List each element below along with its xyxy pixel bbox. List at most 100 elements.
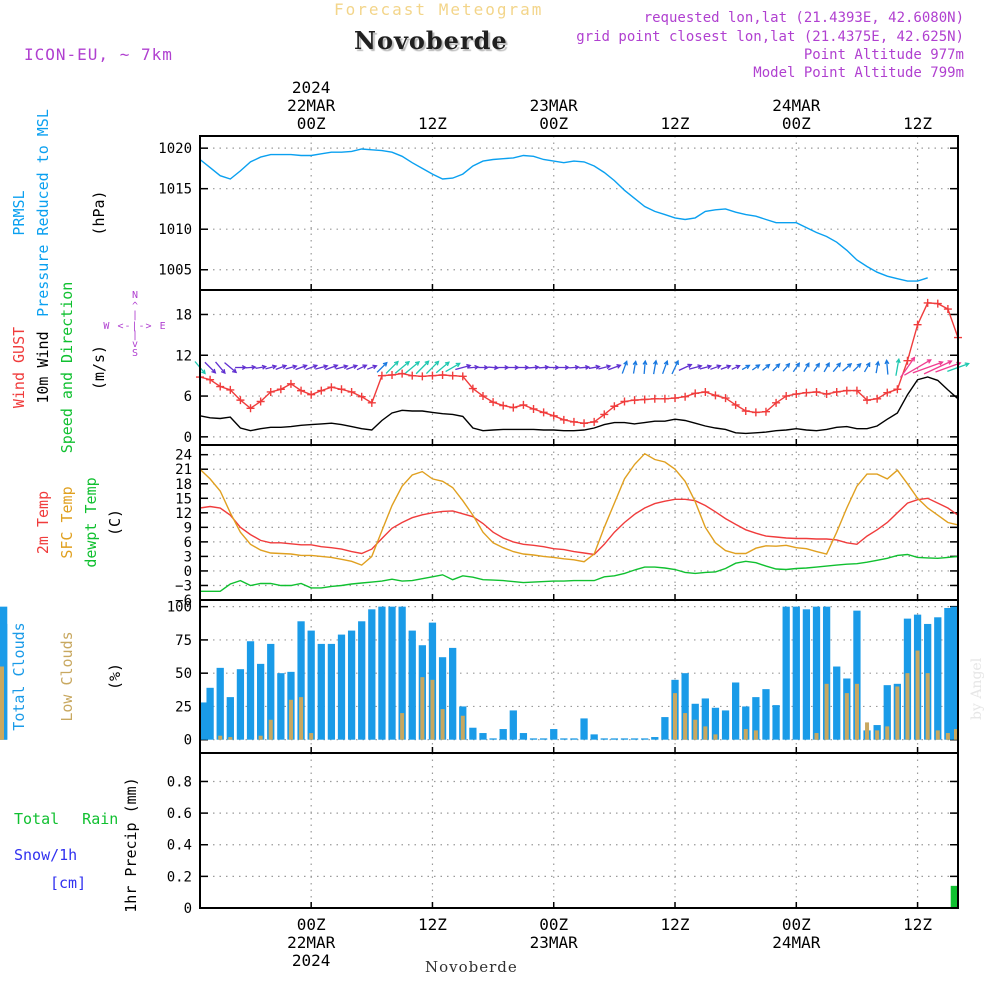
y-tick-label: 15 bbox=[175, 491, 192, 507]
wind-arrow-head bbox=[544, 364, 550, 370]
bar-total-clouds bbox=[711, 707, 720, 740]
wind-arrow-head bbox=[585, 364, 591, 370]
gust-marker bbox=[276, 385, 285, 394]
y-tick-label: 0 bbox=[184, 733, 192, 749]
gust-marker bbox=[640, 395, 649, 404]
bar-total-clouds bbox=[772, 705, 780, 740]
bar-total-clouds bbox=[782, 606, 790, 740]
bar-total-clouds bbox=[792, 606, 800, 740]
gust-marker bbox=[478, 392, 487, 401]
bar-secondary-low-clouds bbox=[268, 719, 273, 740]
bar-total-clouds bbox=[681, 673, 689, 740]
bar-total-clouds bbox=[438, 657, 447, 740]
gust-marker bbox=[206, 375, 215, 384]
y-tick-label: 6 bbox=[184, 389, 192, 405]
bar-total-clouds bbox=[651, 737, 659, 740]
gust-marker bbox=[367, 398, 376, 407]
wind-arrow-head bbox=[716, 364, 722, 370]
bar-total-clouds bbox=[408, 630, 416, 740]
wind-arrow-head bbox=[414, 360, 421, 366]
bar-total-clouds bbox=[216, 667, 224, 740]
wind-arrow bbox=[699, 365, 712, 370]
y-tick-label: 25 bbox=[175, 699, 192, 715]
wind-arrow-head bbox=[745, 364, 751, 370]
gust-marker bbox=[782, 392, 791, 401]
bar-total-clouds bbox=[358, 621, 366, 740]
wind-arrow-head bbox=[333, 364, 339, 369]
compass-mark: | bbox=[132, 310, 138, 321]
y-tick-label: −6 bbox=[175, 593, 192, 609]
wind-arrow bbox=[315, 365, 328, 370]
y-tick-label: 0 bbox=[184, 430, 192, 446]
gust-marker bbox=[660, 394, 669, 403]
side-label-speed-and-direction: Speed and Direction bbox=[58, 282, 76, 454]
wind-arrow-head bbox=[434, 360, 440, 366]
gust-marker bbox=[772, 398, 781, 407]
gust-marker bbox=[590, 417, 599, 426]
wind-arrow bbox=[255, 365, 266, 370]
wind-arrow-head bbox=[875, 360, 881, 366]
wind-arrow bbox=[904, 359, 932, 376]
bar-secondary-low-clouds bbox=[865, 722, 870, 740]
series-line-sfc-temp bbox=[199, 452, 959, 566]
y-tick-label: 0.6 bbox=[167, 806, 192, 822]
side-label-wind-gust: Wind GUST bbox=[10, 327, 28, 408]
x-tick-label-bottom: 12Z bbox=[903, 915, 932, 934]
bar-secondary-low-clouds bbox=[743, 729, 748, 740]
series-line-prmsl bbox=[199, 148, 928, 282]
wind-arrow-head bbox=[706, 364, 713, 370]
gust-marker bbox=[852, 386, 861, 395]
wind-arrow-head bbox=[372, 364, 378, 370]
wind-arrow-head bbox=[302, 364, 308, 369]
bar-total-clouds bbox=[246, 641, 255, 740]
y-tick-label: 0.8 bbox=[167, 774, 192, 790]
wind-arrow-head bbox=[261, 364, 268, 370]
x-tick-label-top: 22MAR bbox=[287, 96, 336, 115]
bar-total-clouds bbox=[519, 733, 528, 740]
wind-arrow bbox=[295, 364, 307, 371]
wind-arrow-head bbox=[765, 363, 771, 369]
bar-total-clouds bbox=[762, 689, 770, 740]
bar-total-clouds bbox=[721, 710, 730, 740]
bar-total-clouds bbox=[236, 669, 245, 740]
gust-marker bbox=[468, 384, 477, 393]
bar-total-clouds bbox=[337, 634, 346, 740]
bar-secondary-low-clouds bbox=[288, 699, 293, 740]
wind-arrow bbox=[394, 361, 410, 374]
bar-total-clouds bbox=[550, 729, 558, 740]
bar-secondary-low-clouds bbox=[925, 673, 930, 740]
place-name: Novoberde bbox=[354, 26, 508, 55]
bar-secondary-low-clouds bbox=[683, 713, 688, 740]
wind-arrow-head bbox=[895, 357, 901, 364]
gust-marker bbox=[246, 404, 255, 413]
gust-marker bbox=[751, 408, 760, 417]
series-line-dewpt-temp bbox=[200, 553, 959, 592]
y-tick-label: 9 bbox=[184, 520, 192, 536]
wind-arrow-head bbox=[938, 360, 944, 366]
wind-arrow-head bbox=[926, 359, 932, 364]
bar-total-clouds bbox=[539, 738, 548, 740]
wind-arrow bbox=[569, 366, 579, 369]
panel-precip: 0 0.2 0.4 0.6 0.8 Total Rain Snow/1h [cm] 1hr Pr… bbox=[14, 752, 959, 917]
series-line-wind-gust bbox=[199, 302, 959, 424]
wind-arrow-head bbox=[524, 365, 530, 370]
y-tick-label: 0 bbox=[184, 901, 192, 917]
y-tick-label: 12 bbox=[175, 506, 192, 522]
gust-marker bbox=[256, 397, 265, 406]
bar-total-clouds bbox=[661, 717, 669, 740]
bar-secondary-low-clouds bbox=[218, 735, 223, 740]
bar-secondary-low-clouds bbox=[905, 673, 910, 740]
gust-marker bbox=[731, 400, 740, 409]
wind-arrow-head bbox=[424, 360, 430, 366]
side-label-low-clouds: Low Clouds bbox=[58, 631, 76, 721]
x-tick-label-top: 24MAR bbox=[772, 96, 821, 115]
wind-arrow-head bbox=[201, 369, 206, 375]
wind-arrow-head bbox=[312, 364, 319, 369]
gust-marker bbox=[883, 388, 892, 397]
wind-arrow bbox=[376, 362, 388, 373]
wind-arrow bbox=[751, 364, 760, 371]
bar-total-clouds bbox=[277, 673, 285, 740]
bar-total-clouds bbox=[509, 710, 517, 740]
gust-marker bbox=[701, 387, 710, 396]
